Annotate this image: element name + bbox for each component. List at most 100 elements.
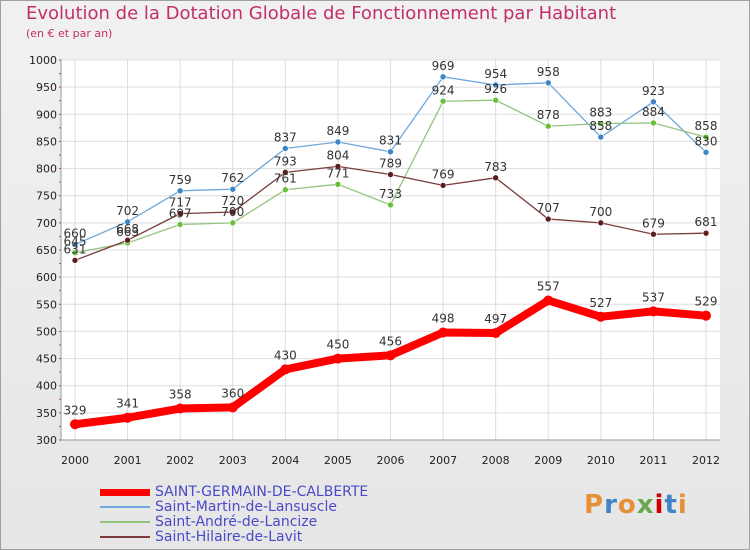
data-point	[702, 133, 710, 141]
data-point	[387, 148, 394, 156]
y-tick-label: 400	[36, 380, 57, 393]
data-label: 837	[274, 130, 297, 144]
logo-letter: P	[584, 490, 605, 520]
data-point	[387, 201, 394, 209]
legend-swatch	[100, 506, 150, 508]
y-tick-label: 800	[36, 163, 57, 176]
data-label: 681	[695, 215, 718, 229]
data-point	[490, 328, 501, 339]
data-label: 557	[537, 279, 560, 293]
axes: 300 350 400 450 500 550 600 650 700 750 800 850 900 9…	[29, 54, 720, 467]
data-label: 537	[642, 290, 665, 304]
data-label: 498	[432, 312, 455, 326]
data-label: 527	[589, 296, 612, 310]
data-label: 733	[379, 187, 402, 201]
data-point	[702, 229, 710, 237]
data-point	[124, 218, 131, 226]
x-tick-label: 2002	[166, 454, 194, 467]
data-point	[71, 241, 79, 248]
data-label: 700	[221, 205, 244, 219]
data-point	[227, 402, 238, 413]
data-label: 358	[169, 388, 192, 402]
x-tick-label: 2005	[324, 454, 352, 467]
data-label: 697	[169, 206, 192, 220]
grid	[61, 59, 720, 441]
x-tick-label: 2003	[219, 454, 247, 467]
data-point	[71, 257, 79, 264]
data-point	[176, 187, 184, 195]
data-point	[650, 98, 657, 106]
y-tick-label: 450	[36, 353, 57, 366]
data-point	[492, 96, 499, 104]
data-point	[650, 230, 657, 238]
data-label: 793	[274, 154, 297, 168]
data-label: 700	[589, 205, 612, 219]
x-tick-label: 2007	[429, 454, 457, 467]
data-label: 631	[64, 242, 87, 256]
data-label: 529	[695, 295, 718, 309]
data-label: 969	[432, 59, 455, 73]
data-point	[702, 148, 710, 156]
x-tick-label: 2008	[482, 454, 510, 467]
data-label: 804	[326, 148, 349, 162]
data-point	[597, 219, 605, 227]
data-point	[492, 81, 499, 89]
chart-title: Evolution de la Dotation Globale de Fonc…	[26, 3, 617, 24]
data-label: 663	[116, 225, 139, 239]
data-label: 954	[484, 67, 507, 81]
data-label: 830	[695, 134, 718, 148]
data-point	[439, 97, 447, 105]
data-label: 923	[642, 84, 665, 98]
data-point	[282, 169, 289, 176]
data-label: 341	[116, 397, 139, 411]
data-point	[385, 350, 396, 361]
data-label: 878	[537, 108, 560, 122]
data-label: 660	[64, 227, 87, 241]
data-label: 769	[432, 167, 455, 181]
data-point	[124, 236, 131, 244]
data-point	[229, 208, 237, 216]
y-tick-label: 550	[36, 298, 57, 311]
logo-letter: t	[664, 490, 678, 520]
data-point	[282, 145, 289, 152]
y-tick-label: 1000	[29, 54, 57, 67]
data-point	[282, 186, 289, 194]
logo-letter: r	[604, 490, 618, 520]
data-point	[387, 171, 394, 178]
data-point	[334, 163, 342, 170]
y-tick-label: 700	[36, 217, 57, 230]
data-label: 456	[379, 334, 402, 348]
data-label: 645	[64, 235, 87, 249]
chart-subtitle: (en € et par an)	[26, 27, 113, 40]
proxiti-logo: Proxiti	[584, 490, 688, 520]
data-point	[332, 353, 343, 364]
data-point	[71, 249, 79, 257]
y-tick-label: 850	[36, 135, 57, 148]
legend-label: Saint-Hilaire-de-Lavit	[155, 529, 303, 545]
y-tick-label: 750	[36, 190, 57, 203]
data-point	[701, 310, 711, 321]
series-lines	[70, 73, 711, 430]
data-point	[438, 327, 449, 338]
data-point	[492, 174, 499, 182]
data-point	[544, 79, 552, 87]
data-label: 831	[379, 134, 402, 148]
x-tick-label: 2012	[692, 454, 720, 467]
data-label: 958	[537, 65, 560, 79]
data-point	[595, 311, 606, 322]
data-labels: 660 702 759 762 837 849 831 969 954 958 858 923 830 6…	[64, 59, 718, 417]
data-label: 759	[169, 173, 192, 187]
data-point	[439, 182, 447, 189]
legend-swatch	[100, 536, 150, 538]
y-tick-label: 600	[36, 271, 57, 284]
data-point	[229, 219, 237, 227]
data-label: 789	[379, 157, 402, 171]
x-tick-label: 2009	[534, 454, 562, 467]
data-point	[597, 133, 605, 141]
y-tick-label: 300	[36, 434, 57, 447]
data-label: 849	[326, 124, 349, 138]
x-tick-label: 2010	[587, 454, 615, 467]
y-tick-label: 350	[36, 407, 57, 420]
data-point	[176, 221, 184, 228]
